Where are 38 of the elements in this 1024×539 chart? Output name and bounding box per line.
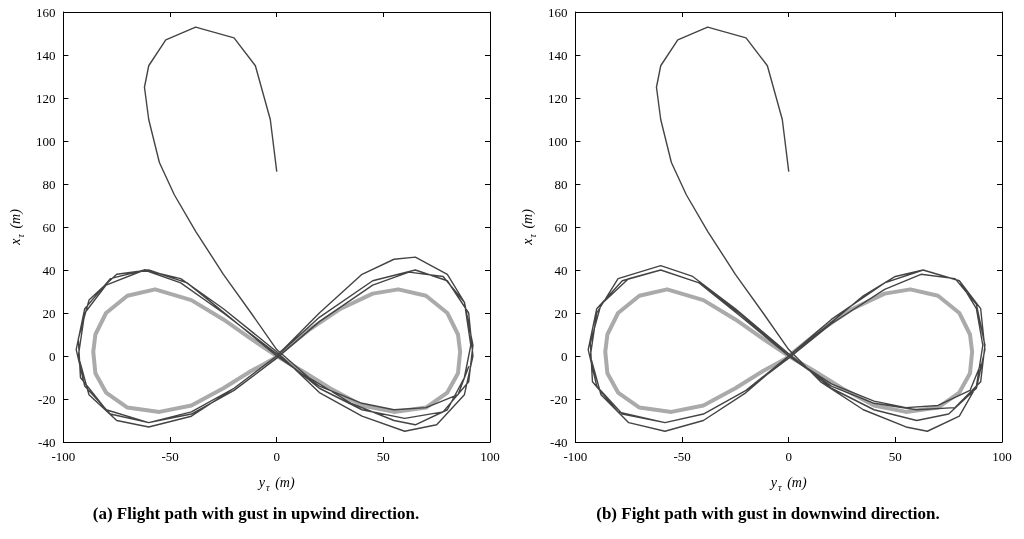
y-tick-label: 120 [547, 90, 568, 106]
y-axis-title: xτ (m) [519, 208, 538, 246]
y-tick-label: 140 [35, 47, 56, 63]
y-tick-label: 100 [35, 133, 56, 149]
y-tick-label: 40 [554, 262, 568, 278]
y-tick-label: -20 [38, 391, 56, 407]
x-tick-label: -50 [673, 449, 691, 464]
x-tick-label: 0 [273, 449, 280, 464]
y-tick-label: 100 [547, 133, 568, 149]
line-series [587, 26, 986, 432]
y-tick-label: 160 [35, 4, 56, 20]
y-tick-label: 20 [554, 305, 568, 321]
y-tick-label: 80 [42, 176, 56, 192]
y-tick-label: 20 [42, 305, 56, 321]
y-axis-title: xτ (m) [7, 208, 26, 246]
line-series [75, 26, 474, 432]
y-tick-label: 120 [35, 90, 56, 106]
y-tick-label: -40 [38, 434, 56, 450]
y-tick-label: 60 [42, 219, 56, 235]
y-tick-label: 0 [560, 348, 568, 364]
x-tick-label: -100 [51, 449, 76, 464]
x-tick-label: 0 [785, 449, 792, 464]
x-tick-label: -50 [161, 449, 179, 464]
y-tick-label: 140 [547, 47, 568, 63]
x-tick-label: 50 [376, 449, 390, 464]
text: (b) Fight path with gust in downwind direction. [596, 504, 940, 523]
y-tick-label: 60 [554, 219, 568, 235]
y-tick-label: 160 [547, 4, 568, 20]
y-tick-label: 0 [48, 348, 56, 364]
y-tick-label: 80 [554, 176, 568, 192]
y-tick-label: -40 [550, 434, 568, 450]
y-tick-label: 40 [42, 262, 56, 278]
y-tick-label: -20 [550, 391, 568, 407]
x-tick-label: 50 [888, 449, 902, 464]
x-tick-label: 100 [480, 449, 500, 464]
x-tick-label: 100 [992, 449, 1012, 464]
text: (a) Flight path with gust in upwind direction. [92, 504, 420, 523]
x-tick-label: -100 [563, 449, 588, 464]
